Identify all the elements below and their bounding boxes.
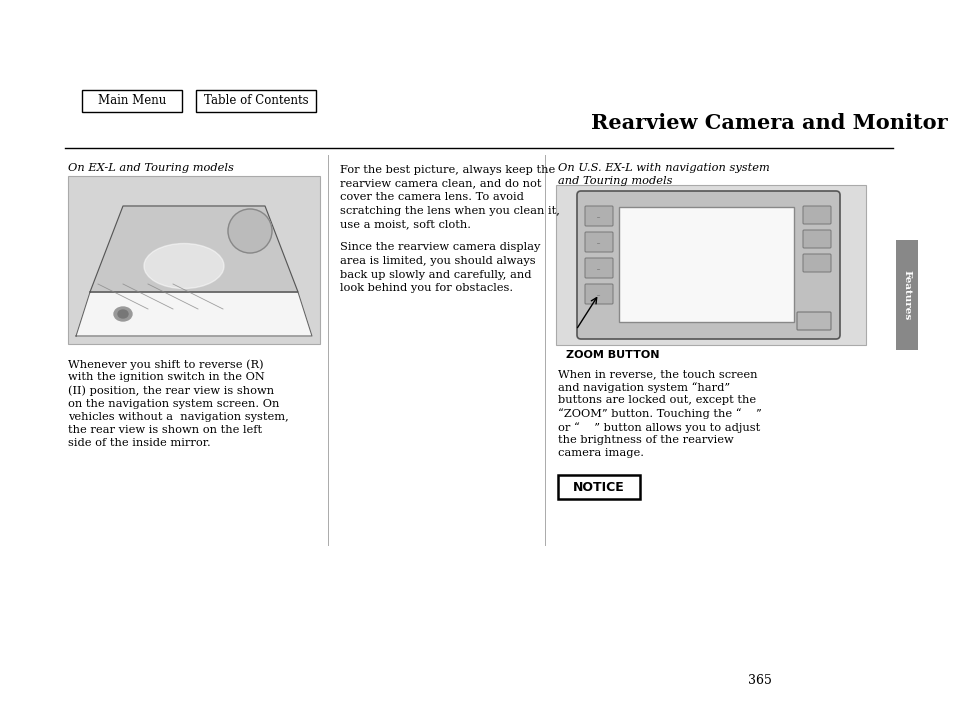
Text: ...: ... <box>597 239 600 244</box>
Text: buttons are locked out, except the: buttons are locked out, except the <box>558 395 756 405</box>
FancyBboxPatch shape <box>584 232 613 252</box>
Text: For the best picture, always keep the: For the best picture, always keep the <box>339 165 555 175</box>
FancyBboxPatch shape <box>577 191 840 339</box>
Text: rearview camera clean, and do not: rearview camera clean, and do not <box>339 178 541 188</box>
Text: cover the camera lens. To avoid: cover the camera lens. To avoid <box>339 192 523 202</box>
Text: on the navigation system screen. On: on the navigation system screen. On <box>68 398 279 408</box>
FancyBboxPatch shape <box>895 240 917 350</box>
Circle shape <box>228 209 272 253</box>
Text: with the ignition switch in the ON: with the ignition switch in the ON <box>68 372 265 382</box>
FancyBboxPatch shape <box>584 206 613 226</box>
FancyBboxPatch shape <box>82 90 182 112</box>
Polygon shape <box>76 292 312 336</box>
Text: and navigation system “hard”: and navigation system “hard” <box>558 382 729 393</box>
Text: camera image.: camera image. <box>558 448 643 458</box>
Text: Features: Features <box>902 270 910 320</box>
Text: When in reverse, the touch screen: When in reverse, the touch screen <box>558 369 757 379</box>
Text: vehicles without a  navigation system,: vehicles without a navigation system, <box>68 412 289 422</box>
Text: ZOOM BUTTON: ZOOM BUTTON <box>565 350 659 360</box>
FancyBboxPatch shape <box>556 185 865 345</box>
Ellipse shape <box>144 244 224 288</box>
Text: or “    ” button allows you to adjust: or “ ” button allows you to adjust <box>558 422 760 432</box>
Text: Since the rearview camera display: Since the rearview camera display <box>339 243 539 253</box>
Polygon shape <box>90 206 297 292</box>
Text: “ZOOM” button. Touching the “    ”: “ZOOM” button. Touching the “ ” <box>558 408 760 420</box>
Text: On U.S. EX-L with navigation system: On U.S. EX-L with navigation system <box>558 163 769 173</box>
Text: scratching the lens when you clean it,: scratching the lens when you clean it, <box>339 205 559 216</box>
Text: look behind you for obstacles.: look behind you for obstacles. <box>339 283 513 293</box>
Text: ...: ... <box>597 266 600 271</box>
Text: Rearview Camera and Monitor: Rearview Camera and Monitor <box>590 113 946 133</box>
Ellipse shape <box>118 310 128 318</box>
Text: back up slowly and carefully, and: back up slowly and carefully, and <box>339 270 531 280</box>
Text: NOTICE: NOTICE <box>573 481 624 494</box>
Text: side of the inside mirror.: side of the inside mirror. <box>68 438 211 448</box>
Text: (II) position, the rear view is shown: (II) position, the rear view is shown <box>68 386 274 396</box>
FancyBboxPatch shape <box>558 476 639 499</box>
FancyBboxPatch shape <box>802 230 830 248</box>
FancyBboxPatch shape <box>802 206 830 224</box>
Text: the brightness of the rearview: the brightness of the rearview <box>558 435 733 445</box>
FancyBboxPatch shape <box>584 284 613 304</box>
FancyBboxPatch shape <box>195 90 315 112</box>
FancyBboxPatch shape <box>584 258 613 278</box>
Text: Table of Contents: Table of Contents <box>204 94 308 107</box>
Text: Whenever you shift to reverse (R): Whenever you shift to reverse (R) <box>68 359 263 370</box>
Text: the rear view is shown on the left: the rear view is shown on the left <box>68 425 262 435</box>
FancyBboxPatch shape <box>68 176 319 344</box>
FancyBboxPatch shape <box>796 312 830 330</box>
Text: ...: ... <box>597 292 600 297</box>
Text: use a moist, soft cloth.: use a moist, soft cloth. <box>339 219 471 229</box>
Text: ...: ... <box>597 214 600 219</box>
FancyBboxPatch shape <box>618 207 793 322</box>
Text: 365: 365 <box>747 674 771 687</box>
Text: and Touring models: and Touring models <box>558 176 672 186</box>
Text: On EX-L and Touring models: On EX-L and Touring models <box>68 163 233 173</box>
Ellipse shape <box>113 307 132 321</box>
FancyBboxPatch shape <box>802 254 830 272</box>
Text: area is limited, you should always: area is limited, you should always <box>339 256 535 266</box>
Text: Main Menu: Main Menu <box>98 94 166 107</box>
